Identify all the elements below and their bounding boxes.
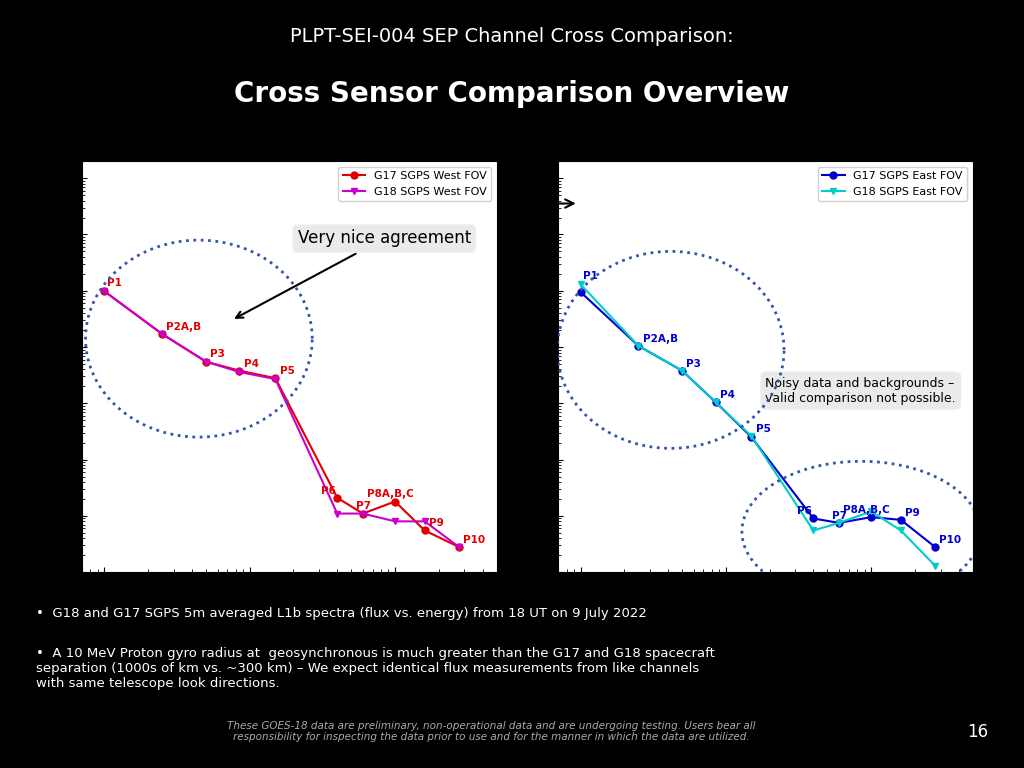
Text: PLPT-SEI-004 SEP Channel Cross Comparison:: PLPT-SEI-004 SEP Channel Cross Compariso… — [290, 27, 734, 46]
Line: G17 SGPS East FOV: G17 SGPS East FOV — [578, 289, 939, 551]
Text: 16: 16 — [968, 723, 988, 740]
G17 SGPS West FOV — [419, 526, 431, 535]
Text: P10: P10 — [463, 535, 485, 545]
G17 SGPS East FOV — [929, 542, 941, 551]
G17 SGPS West FOV — [156, 329, 168, 339]
Text: P8A,B,C: P8A,B,C — [368, 489, 414, 499]
G18 SGPS West FOV — [98, 286, 111, 296]
G17 SGPS West FOV — [98, 286, 111, 296]
Text: Cross Sensor Comparison Overview: Cross Sensor Comparison Overview — [234, 80, 790, 108]
G18 SGPS East FOV — [574, 280, 587, 289]
G17 SGPS West FOV — [269, 373, 282, 382]
Text: P9: P9 — [429, 518, 443, 528]
Line: G18 SGPS East FOV: G18 SGPS East FOV — [578, 281, 939, 569]
G18 SGPS West FOV — [269, 375, 282, 384]
G17 SGPS East FOV — [710, 398, 722, 407]
Text: P10: P10 — [939, 535, 962, 545]
Text: P4: P4 — [244, 359, 259, 369]
Text: •  G18 and G17 SGPS 5m averaged L1b spectra (flux vs. energy) from 18 UT on 9 Ju: • G18 and G17 SGPS 5m averaged L1b spect… — [36, 607, 646, 620]
G18 SGPS East FOV — [807, 526, 819, 535]
Text: These GOES-18 data are preliminary, non-operational data and are undergoing test: These GOES-18 data are preliminary, non-… — [227, 720, 756, 743]
Text: P8A,B,C: P8A,B,C — [844, 505, 890, 515]
Text: P9: P9 — [905, 508, 920, 518]
Text: P6: P6 — [797, 506, 812, 516]
G18 SGPS West FOV — [356, 509, 369, 518]
G18 SGPS West FOV — [389, 517, 401, 526]
Title: West FOV, 7/9/22 18:00 UT: West FOV, 7/9/22 18:00 UT — [186, 142, 392, 157]
G17 SGPS West FOV — [200, 357, 212, 366]
G18 SGPS East FOV — [745, 432, 758, 441]
G17 SGPS West FOV — [331, 493, 343, 502]
G18 SGPS West FOV — [200, 357, 212, 366]
G18 SGPS East FOV — [929, 561, 941, 571]
G17 SGPS West FOV — [233, 366, 246, 376]
G17 SGPS East FOV — [833, 518, 845, 528]
G18 SGPS East FOV — [895, 526, 907, 535]
G17 SGPS West FOV — [389, 497, 401, 506]
G17 SGPS East FOV — [865, 512, 878, 521]
G18 SGPS West FOV — [233, 367, 246, 376]
Line: G17 SGPS West FOV: G17 SGPS West FOV — [101, 288, 463, 551]
Text: P1: P1 — [584, 271, 598, 281]
Title: East FOV, 7/9/22 18:00 UT: East FOV, 7/9/22 18:00 UT — [665, 142, 866, 157]
G17 SGPS East FOV — [745, 432, 758, 442]
G18 SGPS East FOV — [710, 398, 722, 407]
Legend: G17 SGPS West FOV, G18 SGPS West FOV: G17 SGPS West FOV, G18 SGPS West FOV — [338, 167, 492, 201]
Text: P2A,B: P2A,B — [643, 333, 678, 344]
Text: P3: P3 — [210, 349, 225, 359]
Text: P5: P5 — [280, 366, 294, 376]
Y-axis label: protons/cm²-s-sr-keV: protons/cm²-s-sr-keV — [25, 306, 38, 428]
G17 SGPS East FOV — [807, 514, 819, 523]
Text: P2A,B: P2A,B — [167, 322, 202, 332]
Text: P7: P7 — [356, 502, 371, 511]
G17 SGPS East FOV — [574, 287, 587, 296]
X-axis label: MeV: MeV — [272, 601, 306, 616]
X-axis label: MeV: MeV — [749, 601, 782, 616]
Line: G18 SGPS West FOV: G18 SGPS West FOV — [101, 288, 463, 551]
G18 SGPS East FOV — [833, 518, 845, 528]
G18 SGPS West FOV — [331, 509, 343, 518]
G18 SGPS West FOV — [156, 329, 168, 339]
G18 SGPS East FOV — [865, 507, 878, 516]
G18 SGPS East FOV — [676, 366, 688, 376]
Text: P1: P1 — [108, 278, 122, 288]
G17 SGPS East FOV — [632, 341, 644, 350]
Text: Noisy data and backgrounds –
valid comparison not possible.: Noisy data and backgrounds – valid compa… — [766, 376, 956, 405]
G18 SGPS East FOV — [632, 341, 644, 350]
G17 SGPS East FOV — [895, 515, 907, 525]
G17 SGPS West FOV — [356, 509, 369, 518]
G17 SGPS East FOV — [676, 366, 688, 376]
Text: P3: P3 — [686, 359, 701, 369]
G17 SGPS West FOV — [453, 542, 465, 551]
Text: P6: P6 — [321, 485, 336, 495]
Legend: G17 SGPS East FOV, G18 SGPS East FOV: G17 SGPS East FOV, G18 SGPS East FOV — [818, 167, 968, 201]
Text: P5: P5 — [756, 424, 770, 434]
Text: P7: P7 — [833, 511, 847, 521]
Text: Very nice agreement: Very nice agreement — [237, 230, 471, 318]
Text: •  A 10 MeV Proton gyro radius at  geosynchronous is much greater than the G17 a: • A 10 MeV Proton gyro radius at geosync… — [36, 647, 715, 690]
G18 SGPS West FOV — [419, 517, 431, 526]
Text: P4: P4 — [720, 390, 735, 400]
G18 SGPS West FOV — [453, 542, 465, 551]
